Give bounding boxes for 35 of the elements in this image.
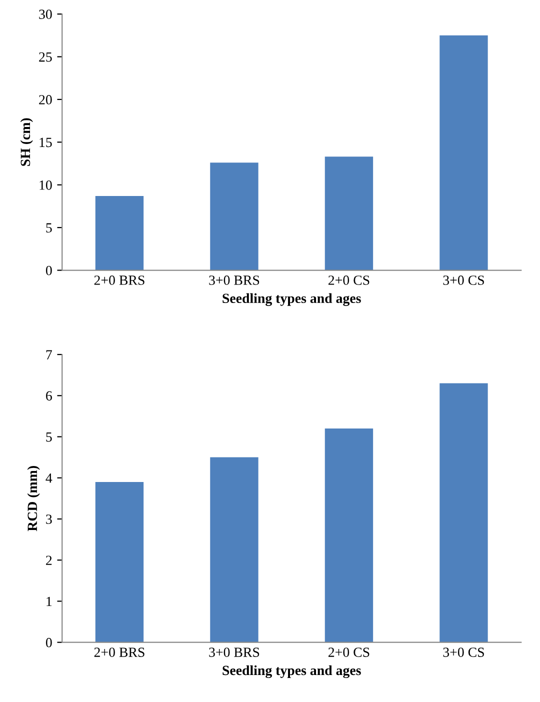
x-axis-title: Seedling types and ages [222, 665, 361, 678]
y-tick-label: 0 [46, 638, 52, 648]
y-tick-label: 2 [46, 556, 52, 565]
y-axis-title: SH (cm) [20, 118, 33, 166]
bar [440, 35, 488, 270]
x-tick-label: 3+0 BRS [209, 276, 260, 285]
bar [324, 156, 374, 270]
bar [95, 482, 144, 642]
x-tick-label: 3+0 CS [443, 276, 484, 285]
bar [210, 457, 258, 642]
x-tick-label: 2+0 CS [328, 276, 370, 285]
y-tick-label: 15 [40, 138, 52, 148]
y-tick-label: 25 [39, 52, 52, 62]
y-tick-label: 7 [46, 350, 52, 360]
x-tick-label: 3+0 CS [443, 648, 484, 657]
bar [95, 196, 144, 270]
y-tick-label: 1 [46, 596, 52, 606]
bar [324, 428, 374, 642]
x-tick-label: 2+0 CS [328, 648, 370, 657]
y-tick-label: 6 [46, 391, 52, 401]
y-tick-label: 30 [39, 10, 52, 19]
y-tick-label: 5 [46, 432, 52, 442]
y-axis-title: RCD (mm) [27, 466, 40, 532]
y-tick-label: 10 [40, 180, 52, 190]
y-tick-label: 3 [46, 514, 52, 524]
x-axis-title: Seedling types and ages [222, 293, 361, 306]
y-tick-label: 5 [46, 223, 52, 233]
x-tick-label: 3+0 BRS [209, 648, 260, 657]
x-tick-label: 2+0 BRS [94, 648, 144, 657]
y-tick-label: 0 [46, 266, 52, 276]
bar [440, 383, 488, 642]
x-tick-label: 2+0 BRS [94, 276, 144, 285]
bar [210, 162, 258, 270]
y-tick-label: 4 [46, 474, 52, 483]
y-tick-label: 20 [39, 95, 52, 104]
